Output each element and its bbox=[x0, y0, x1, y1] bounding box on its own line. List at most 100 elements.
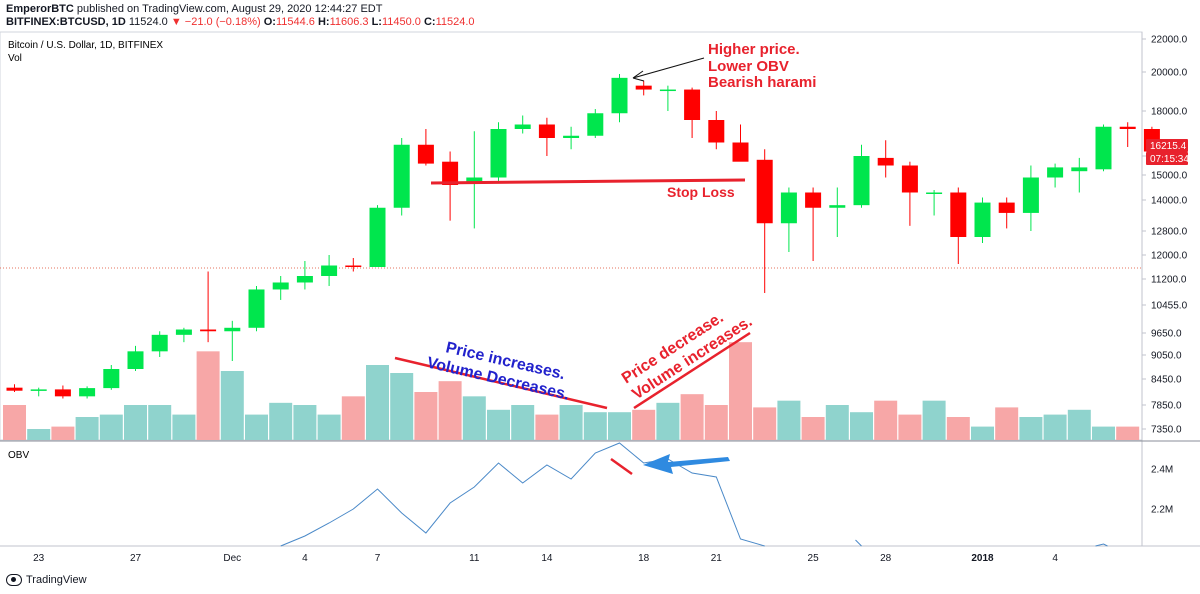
time-tick-label: 21 bbox=[711, 553, 723, 564]
publisher-line: EmperorBTC published on TradingView.com,… bbox=[6, 3, 382, 15]
volume-bar bbox=[801, 417, 825, 440]
obv-line-segment bbox=[855, 539, 1108, 547]
candle bbox=[103, 365, 120, 390]
note-bearish-harami: Bearish harami bbox=[708, 74, 816, 91]
candle-body bbox=[901, 165, 918, 193]
volume-bar bbox=[438, 381, 462, 440]
candle-body bbox=[248, 289, 265, 328]
volume-bar bbox=[3, 405, 26, 440]
candle bbox=[780, 187, 797, 252]
note-higher-price: Higher price. bbox=[708, 41, 800, 58]
obv-line bbox=[280, 442, 765, 547]
obv-decline-marker bbox=[610, 457, 633, 476]
stop-loss-label: Stop Loss bbox=[667, 184, 735, 200]
volume-bar bbox=[971, 426, 994, 440]
ohlc-line: BITFINEX:BTCUSD, 1D 11524.0 ▼ −21.0 (−0.… bbox=[6, 16, 475, 28]
candle-body bbox=[1095, 126, 1112, 170]
note-lower-obv: Lower OBV bbox=[708, 58, 789, 75]
candle-body bbox=[393, 144, 410, 208]
low-label: L: bbox=[371, 16, 382, 28]
brand-label: TradingView bbox=[26, 574, 87, 586]
candle bbox=[1022, 165, 1039, 231]
candle bbox=[248, 285, 265, 332]
candle-body bbox=[780, 192, 797, 224]
volume-bar bbox=[632, 409, 656, 440]
blue-arrow bbox=[643, 454, 730, 474]
volume-bar bbox=[124, 405, 147, 440]
candle-body bbox=[442, 161, 459, 185]
price-tick-label: 7350.0 bbox=[1151, 425, 1182, 436]
candle bbox=[200, 271, 217, 343]
volume-bar bbox=[583, 412, 607, 440]
candle-body bbox=[296, 276, 313, 283]
volume-bar bbox=[27, 429, 51, 440]
candle bbox=[1071, 157, 1088, 193]
open-label: O: bbox=[263, 16, 276, 28]
candle bbox=[853, 144, 870, 208]
candle-body bbox=[151, 334, 168, 352]
candle bbox=[950, 187, 967, 264]
volume-bar bbox=[341, 396, 365, 440]
candle bbox=[466, 131, 483, 229]
time-tick-label: 23 bbox=[33, 553, 45, 564]
close-label: C: bbox=[423, 16, 436, 28]
candle bbox=[829, 187, 846, 237]
price-tick-label: 8450.0 bbox=[1151, 375, 1182, 386]
obv-tick-label: 2.4M bbox=[1151, 465, 1173, 476]
candle-body bbox=[563, 135, 580, 138]
publisher-name: EmperorBTC bbox=[6, 3, 74, 15]
candle bbox=[54, 385, 71, 399]
tradingview-logo-icon bbox=[6, 574, 22, 586]
symbol-label: BITFINEX:BTCUSD, 1D bbox=[6, 16, 126, 28]
price-tick-label: 11200.0 bbox=[1151, 275, 1187, 286]
candle bbox=[635, 80, 652, 96]
candle-body bbox=[1071, 167, 1088, 172]
candle bbox=[805, 187, 822, 261]
last-price: 11524.0 bbox=[128, 16, 168, 28]
timer-badge-value: 07:15:34 bbox=[1150, 154, 1189, 165]
obv-label: OBV bbox=[8, 450, 29, 461]
time-tick-label: 25 bbox=[808, 553, 820, 564]
candle bbox=[756, 149, 773, 293]
candle-body bbox=[950, 192, 967, 237]
candle bbox=[901, 161, 918, 226]
volume-bar bbox=[825, 405, 849, 440]
candle-body bbox=[417, 144, 434, 164]
volume-bars bbox=[3, 342, 1140, 440]
time-tick-label: 7 bbox=[375, 553, 381, 564]
candle bbox=[127, 345, 144, 371]
candle-body bbox=[54, 389, 71, 397]
time-tick-label: 27 bbox=[130, 553, 142, 564]
candle bbox=[708, 111, 725, 150]
candle bbox=[659, 85, 676, 111]
candle-body bbox=[877, 157, 894, 166]
change-value: ▼ −21.0 (−0.18%) bbox=[170, 16, 261, 28]
time-tick-label: 4 bbox=[1052, 553, 1058, 564]
price-tick-label: 10455.0 bbox=[1151, 301, 1188, 312]
candle bbox=[442, 151, 459, 221]
volume-bar bbox=[608, 412, 631, 440]
volume-bar bbox=[148, 405, 172, 440]
candle-body bbox=[974, 202, 991, 237]
candle-body bbox=[30, 389, 47, 391]
price-axis-ticks: 7350.0 7850.0 8450.0 9050.0 9650.0 10455.0 112… bbox=[1142, 35, 1188, 436]
stop-loss-line bbox=[430, 178, 746, 185]
candle-body bbox=[732, 142, 749, 162]
obv-tick-label: 2.2M bbox=[1151, 505, 1173, 516]
candle bbox=[1047, 163, 1064, 188]
candle-body bbox=[466, 177, 483, 183]
time-tick-label: 2018 bbox=[971, 553, 994, 564]
candle-body bbox=[369, 207, 386, 267]
volume-bar bbox=[753, 407, 777, 440]
volume-bar bbox=[559, 405, 583, 440]
low-value: 11450.0 bbox=[381, 16, 421, 28]
time-tick-label: Dec bbox=[223, 553, 241, 564]
candle bbox=[369, 205, 386, 267]
candle-body bbox=[853, 156, 870, 206]
volume-bar bbox=[269, 402, 293, 440]
price-tick-label: 20000.0 bbox=[1151, 68, 1188, 79]
high-value: 11606.3 bbox=[329, 16, 369, 28]
volume-bar bbox=[220, 371, 244, 440]
candle-body bbox=[103, 369, 120, 389]
